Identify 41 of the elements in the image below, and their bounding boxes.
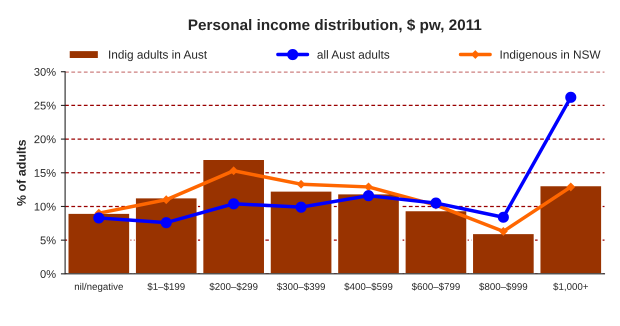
point bbox=[162, 196, 170, 204]
x-tick-label: $400–$599 bbox=[344, 282, 392, 291]
y-tick-label: 15% bbox=[34, 169, 56, 177]
x-tick-label: $1,000+ bbox=[553, 282, 588, 292]
bar bbox=[336, 192, 400, 274]
point bbox=[499, 227, 508, 236]
y-axis-title: % of adults bbox=[16, 140, 26, 206]
point bbox=[228, 198, 240, 210]
legend-label: Indigenous in NSW bbox=[500, 50, 601, 62]
x-tick-label: $1–$199 bbox=[147, 282, 185, 291]
legend-label: all Aust adults bbox=[317, 50, 390, 59]
x-tick-label: $800–$999 bbox=[479, 282, 528, 291]
point bbox=[498, 212, 509, 223]
y-tick-label: 5% bbox=[40, 236, 56, 244]
y-tick-label: 10% bbox=[34, 202, 56, 211]
point bbox=[565, 92, 576, 103]
point bbox=[230, 166, 238, 175]
bar bbox=[134, 197, 198, 274]
x-tick-label: nil/negative bbox=[74, 282, 123, 292]
x-tick-label: $200–$299 bbox=[209, 282, 258, 291]
bar bbox=[539, 184, 602, 274]
y-tick-label: 25% bbox=[34, 102, 56, 110]
bar bbox=[67, 212, 131, 274]
bar bbox=[404, 210, 468, 274]
point bbox=[160, 217, 172, 228]
y-tick-label: 0% bbox=[40, 270, 56, 278]
point bbox=[362, 190, 374, 202]
chart-title: Personal income distribution, $ pw, 2011 bbox=[188, 18, 482, 34]
bar bbox=[269, 190, 333, 274]
x-tick-label: $600–$799 bbox=[412, 282, 460, 291]
bar bbox=[202, 158, 266, 274]
legend-label: Indig adults in Aust bbox=[109, 50, 208, 62]
x-tick-label: $300–$399 bbox=[276, 282, 325, 291]
bar bbox=[472, 232, 536, 274]
y-tick-label: 30% bbox=[34, 68, 56, 76]
point bbox=[296, 202, 307, 213]
point bbox=[93, 212, 104, 224]
point bbox=[430, 198, 442, 209]
point bbox=[566, 182, 575, 192]
y-tick-label: 20% bbox=[34, 135, 56, 144]
point bbox=[296, 180, 306, 188]
